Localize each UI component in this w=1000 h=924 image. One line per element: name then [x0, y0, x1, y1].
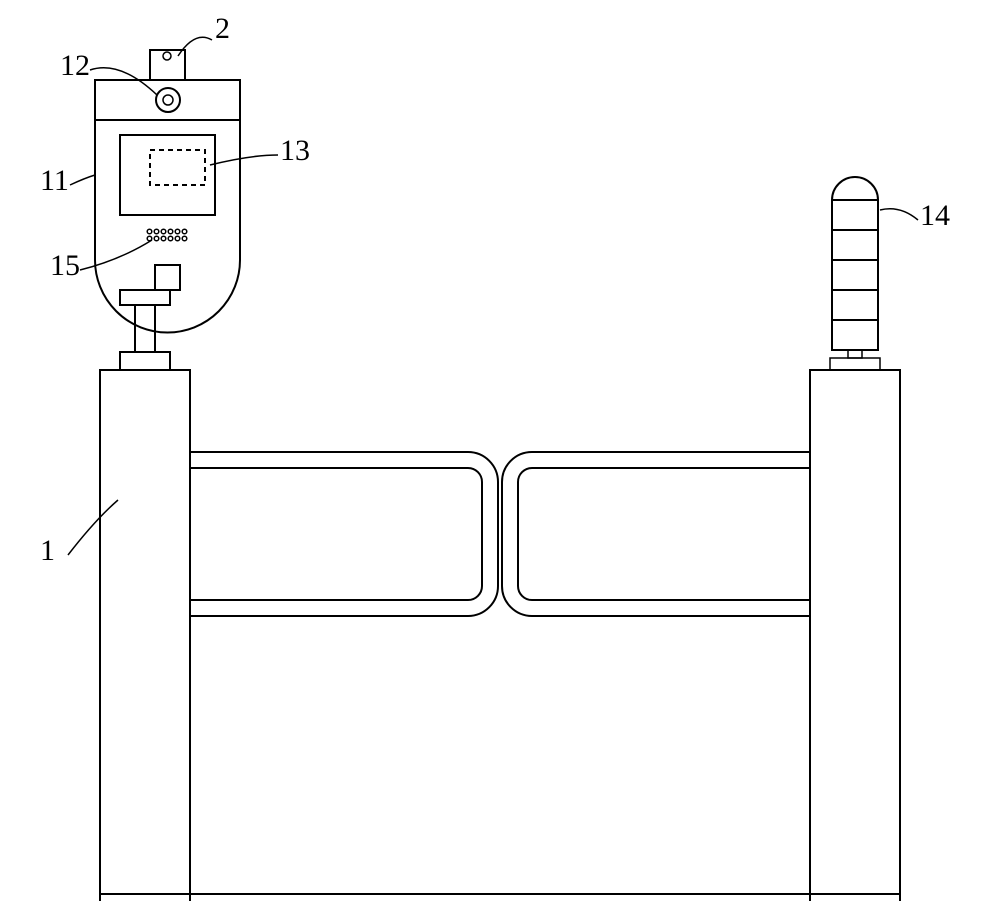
beacon-mount	[830, 350, 880, 370]
label-13: 13	[280, 134, 310, 167]
callout-1: 1	[40, 500, 118, 567]
speaker-icon	[147, 229, 187, 241]
camera-icon	[156, 88, 180, 112]
left-pillar	[100, 370, 190, 900]
callout-15: 15	[50, 240, 152, 282]
callout-12: 12	[60, 49, 157, 95]
face-terminal	[95, 50, 240, 332]
signal-beacon	[832, 177, 878, 350]
screen-highlight	[150, 150, 205, 185]
callout-13: 13	[210, 134, 310, 167]
label-11: 11	[40, 164, 69, 197]
gate-arm-left	[190, 452, 498, 616]
label-14: 14	[920, 199, 950, 232]
label-2: 2	[215, 12, 230, 45]
diagram-canvas: 2 12 11 13 15 14 1	[0, 0, 1000, 924]
label-1: 1	[40, 534, 55, 567]
gate-arm-right	[502, 452, 810, 616]
label-15: 15	[50, 249, 80, 282]
callout-11: 11	[40, 164, 95, 197]
label-12: 12	[60, 49, 90, 82]
right-pillar	[810, 370, 900, 900]
terminal-screen	[120, 135, 215, 215]
callout-14: 14	[880, 199, 950, 232]
